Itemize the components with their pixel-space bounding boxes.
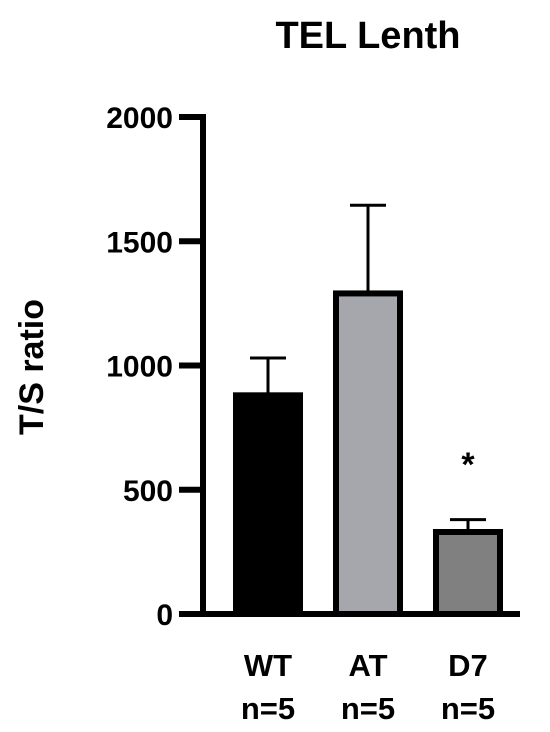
- x-tick-sublabel: n=5: [241, 691, 295, 726]
- bar-wt: [233, 392, 303, 617]
- bar-at: [333, 290, 403, 617]
- significance-marker: *: [461, 446, 475, 484]
- y-tick-label: 0: [156, 599, 173, 632]
- x-tick-sublabel: n=5: [441, 691, 495, 726]
- y-tick-label: 1500: [106, 226, 173, 259]
- bars: [233, 203, 503, 617]
- x-tick-label: WT: [244, 648, 292, 683]
- bar-d7: [433, 528, 503, 617]
- x-tick-label: D7: [448, 648, 488, 683]
- y-axis-label: T/S ratio: [13, 299, 51, 435]
- y-tick-label: 500: [123, 475, 173, 508]
- x-tick-sublabel: n=5: [341, 691, 395, 726]
- y-axis: 0 500 1000 1500 2000: [106, 102, 206, 632]
- x-tick-label: AT: [348, 648, 387, 683]
- y-tick-label: 1000: [106, 351, 173, 384]
- chart-title: TEL Lenth: [275, 15, 460, 57]
- y-tick-label: 2000: [106, 102, 173, 135]
- x-axis: WT n=5 AT n=5 D7 n=5: [200, 611, 520, 726]
- annotations: *: [461, 446, 475, 484]
